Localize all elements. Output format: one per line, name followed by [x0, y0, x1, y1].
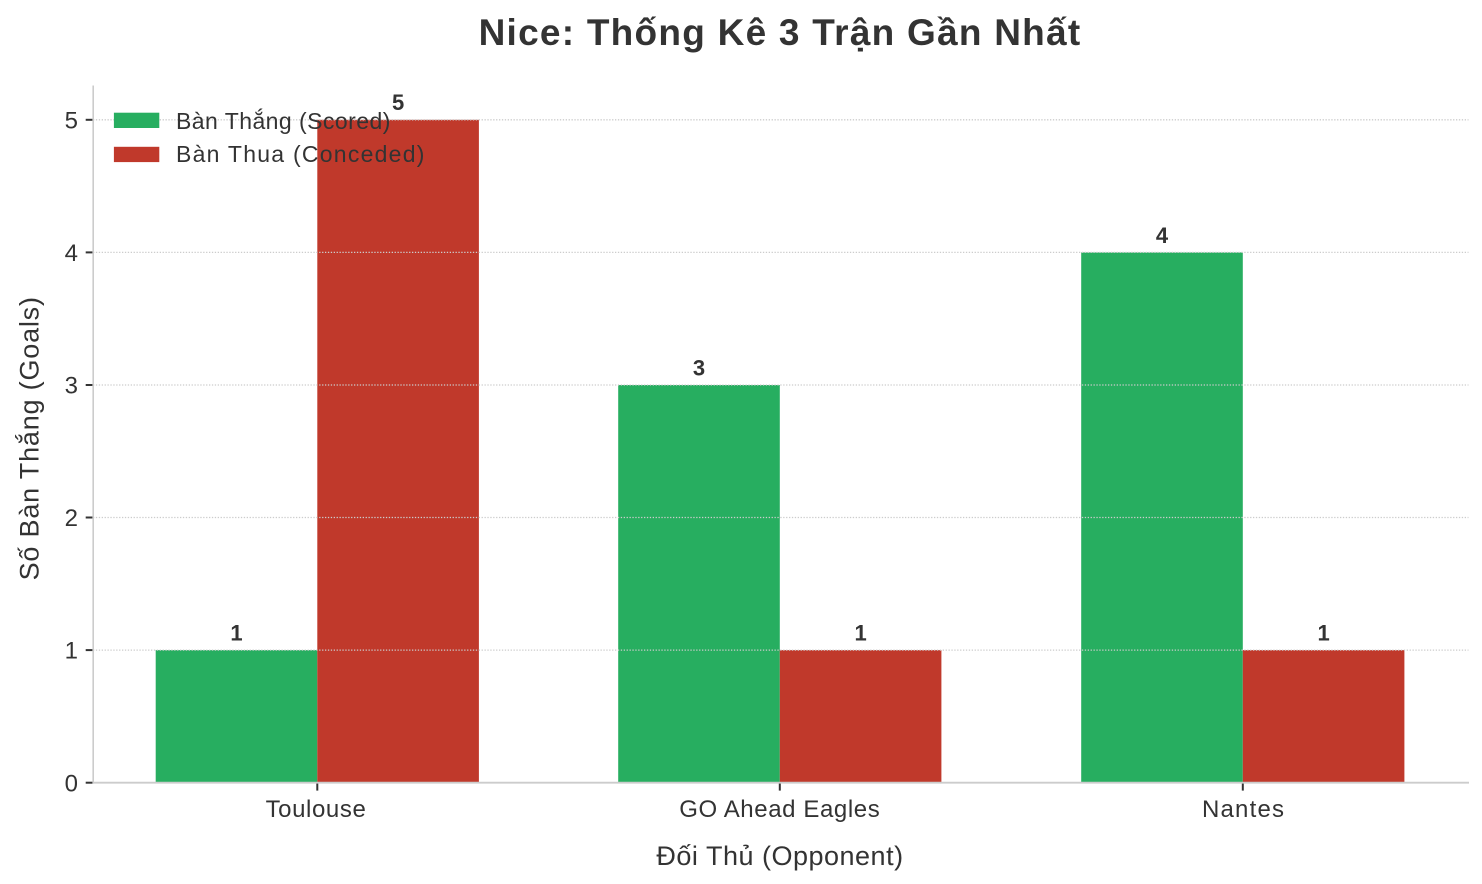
svg-text:1: 1 [854, 621, 866, 646]
svg-text:1: 1 [1317, 621, 1329, 646]
svg-text:3: 3 [693, 355, 705, 380]
svg-text:4: 4 [1156, 223, 1169, 248]
svg-text:Bàn Thua (Conceded): Bàn Thua (Conceded) [176, 141, 426, 167]
svg-text:1: 1 [65, 638, 78, 665]
svg-text:Nice: Thống Kê 3 Trận Gần Nhất: Nice: Thống Kê 3 Trận Gần Nhất [479, 12, 1082, 53]
svg-text:Toulouse: Toulouse [266, 796, 367, 823]
svg-text:Số Bàn Thắng (Goals): Số Bàn Thắng (Goals) [14, 296, 45, 580]
svg-text:5: 5 [65, 107, 78, 134]
svg-text:4: 4 [65, 240, 78, 267]
svg-text:GO Ahead Eagles: GO Ahead Eagles [679, 796, 880, 823]
svg-text:5: 5 [392, 90, 404, 115]
svg-text:Nantes: Nantes [1202, 796, 1285, 823]
svg-text:Bàn Thắng (Scored): Bàn Thắng (Scored) [176, 108, 391, 134]
svg-text:Đối Thủ (Opponent): Đối Thủ (Opponent) [656, 841, 903, 871]
svg-text:0: 0 [65, 770, 78, 797]
svg-text:3: 3 [65, 373, 78, 400]
svg-text:1: 1 [230, 621, 242, 646]
svg-text:2: 2 [65, 505, 78, 532]
